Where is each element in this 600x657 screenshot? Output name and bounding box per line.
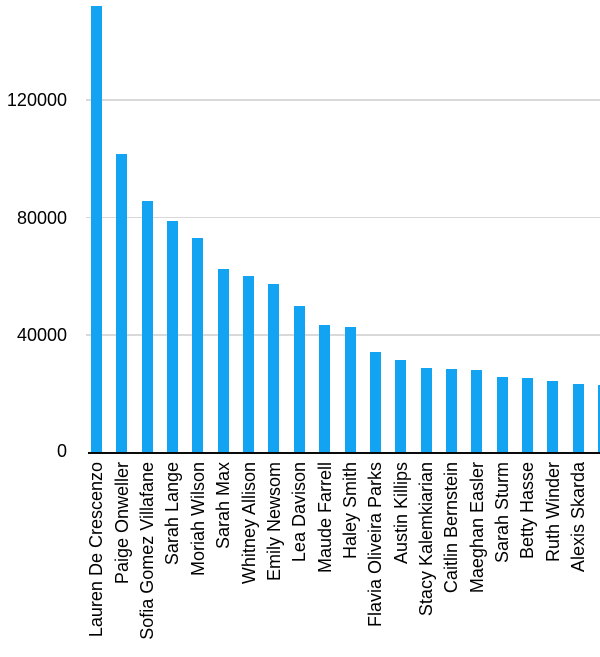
bar <box>91 6 102 453</box>
x-category-label: Ruth Winder <box>542 461 563 562</box>
gridline-40000 <box>86 334 600 336</box>
bar <box>395 360 407 453</box>
x-axis-line <box>88 451 600 455</box>
y-tick-label: 80000 <box>16 207 67 228</box>
bar <box>344 327 356 453</box>
bar <box>319 325 331 453</box>
bar <box>471 370 483 453</box>
x-category-label: Emily Newsom <box>263 461 284 581</box>
x-category-label: Stacy Kalemkiarian <box>416 461 437 616</box>
bar <box>369 352 381 453</box>
x-category-label: Paige Onweller <box>111 461 132 584</box>
x-category-label: Betty Hasse <box>517 461 538 559</box>
x-category-label: Maeghan Easler <box>466 461 487 593</box>
x-category-label: Moriah Wilson <box>187 461 208 576</box>
bar <box>598 384 600 453</box>
bar <box>547 381 559 453</box>
bar <box>167 220 179 453</box>
bar <box>243 275 255 453</box>
x-category-label: Haley Smith <box>340 461 360 559</box>
x-category-label: Sofia Gomez Villafane <box>137 461 158 640</box>
x-category-label: Lea Davison <box>289 461 310 562</box>
x-category-label: Sarah Sturm <box>492 461 513 563</box>
bar <box>268 284 280 453</box>
bar <box>445 368 457 453</box>
x-category-label: Maude Farrell <box>314 461 335 573</box>
bar <box>141 200 153 453</box>
gridline-120000 <box>86 99 600 101</box>
bar <box>116 154 128 453</box>
bar <box>521 377 533 453</box>
x-category-label: Sarah Lange <box>162 461 183 565</box>
bar <box>192 238 204 453</box>
x-category-label: Lauren De Crescenzo <box>86 461 107 637</box>
x-category-label: Austin Killips <box>390 461 411 564</box>
x-category-label: Alexis Skarda <box>568 461 589 572</box>
x-category-label: Flavia Oliveira Parks <box>365 461 386 627</box>
x-category-label: Whitney Allison <box>238 461 259 584</box>
bar <box>572 383 584 453</box>
y-tick-label: 0 <box>56 440 67 461</box>
x-category-label: Sarah Max <box>213 461 234 549</box>
bar <box>420 367 432 453</box>
x-category-label: Caitlin Bernstein <box>441 461 462 593</box>
bar <box>217 269 229 453</box>
bar <box>496 376 508 453</box>
gridline-80000 <box>86 216 600 219</box>
y-tick-label: 40000 <box>16 325 67 345</box>
bar <box>293 305 305 453</box>
y-tick-label: 120000 <box>6 90 67 110</box>
